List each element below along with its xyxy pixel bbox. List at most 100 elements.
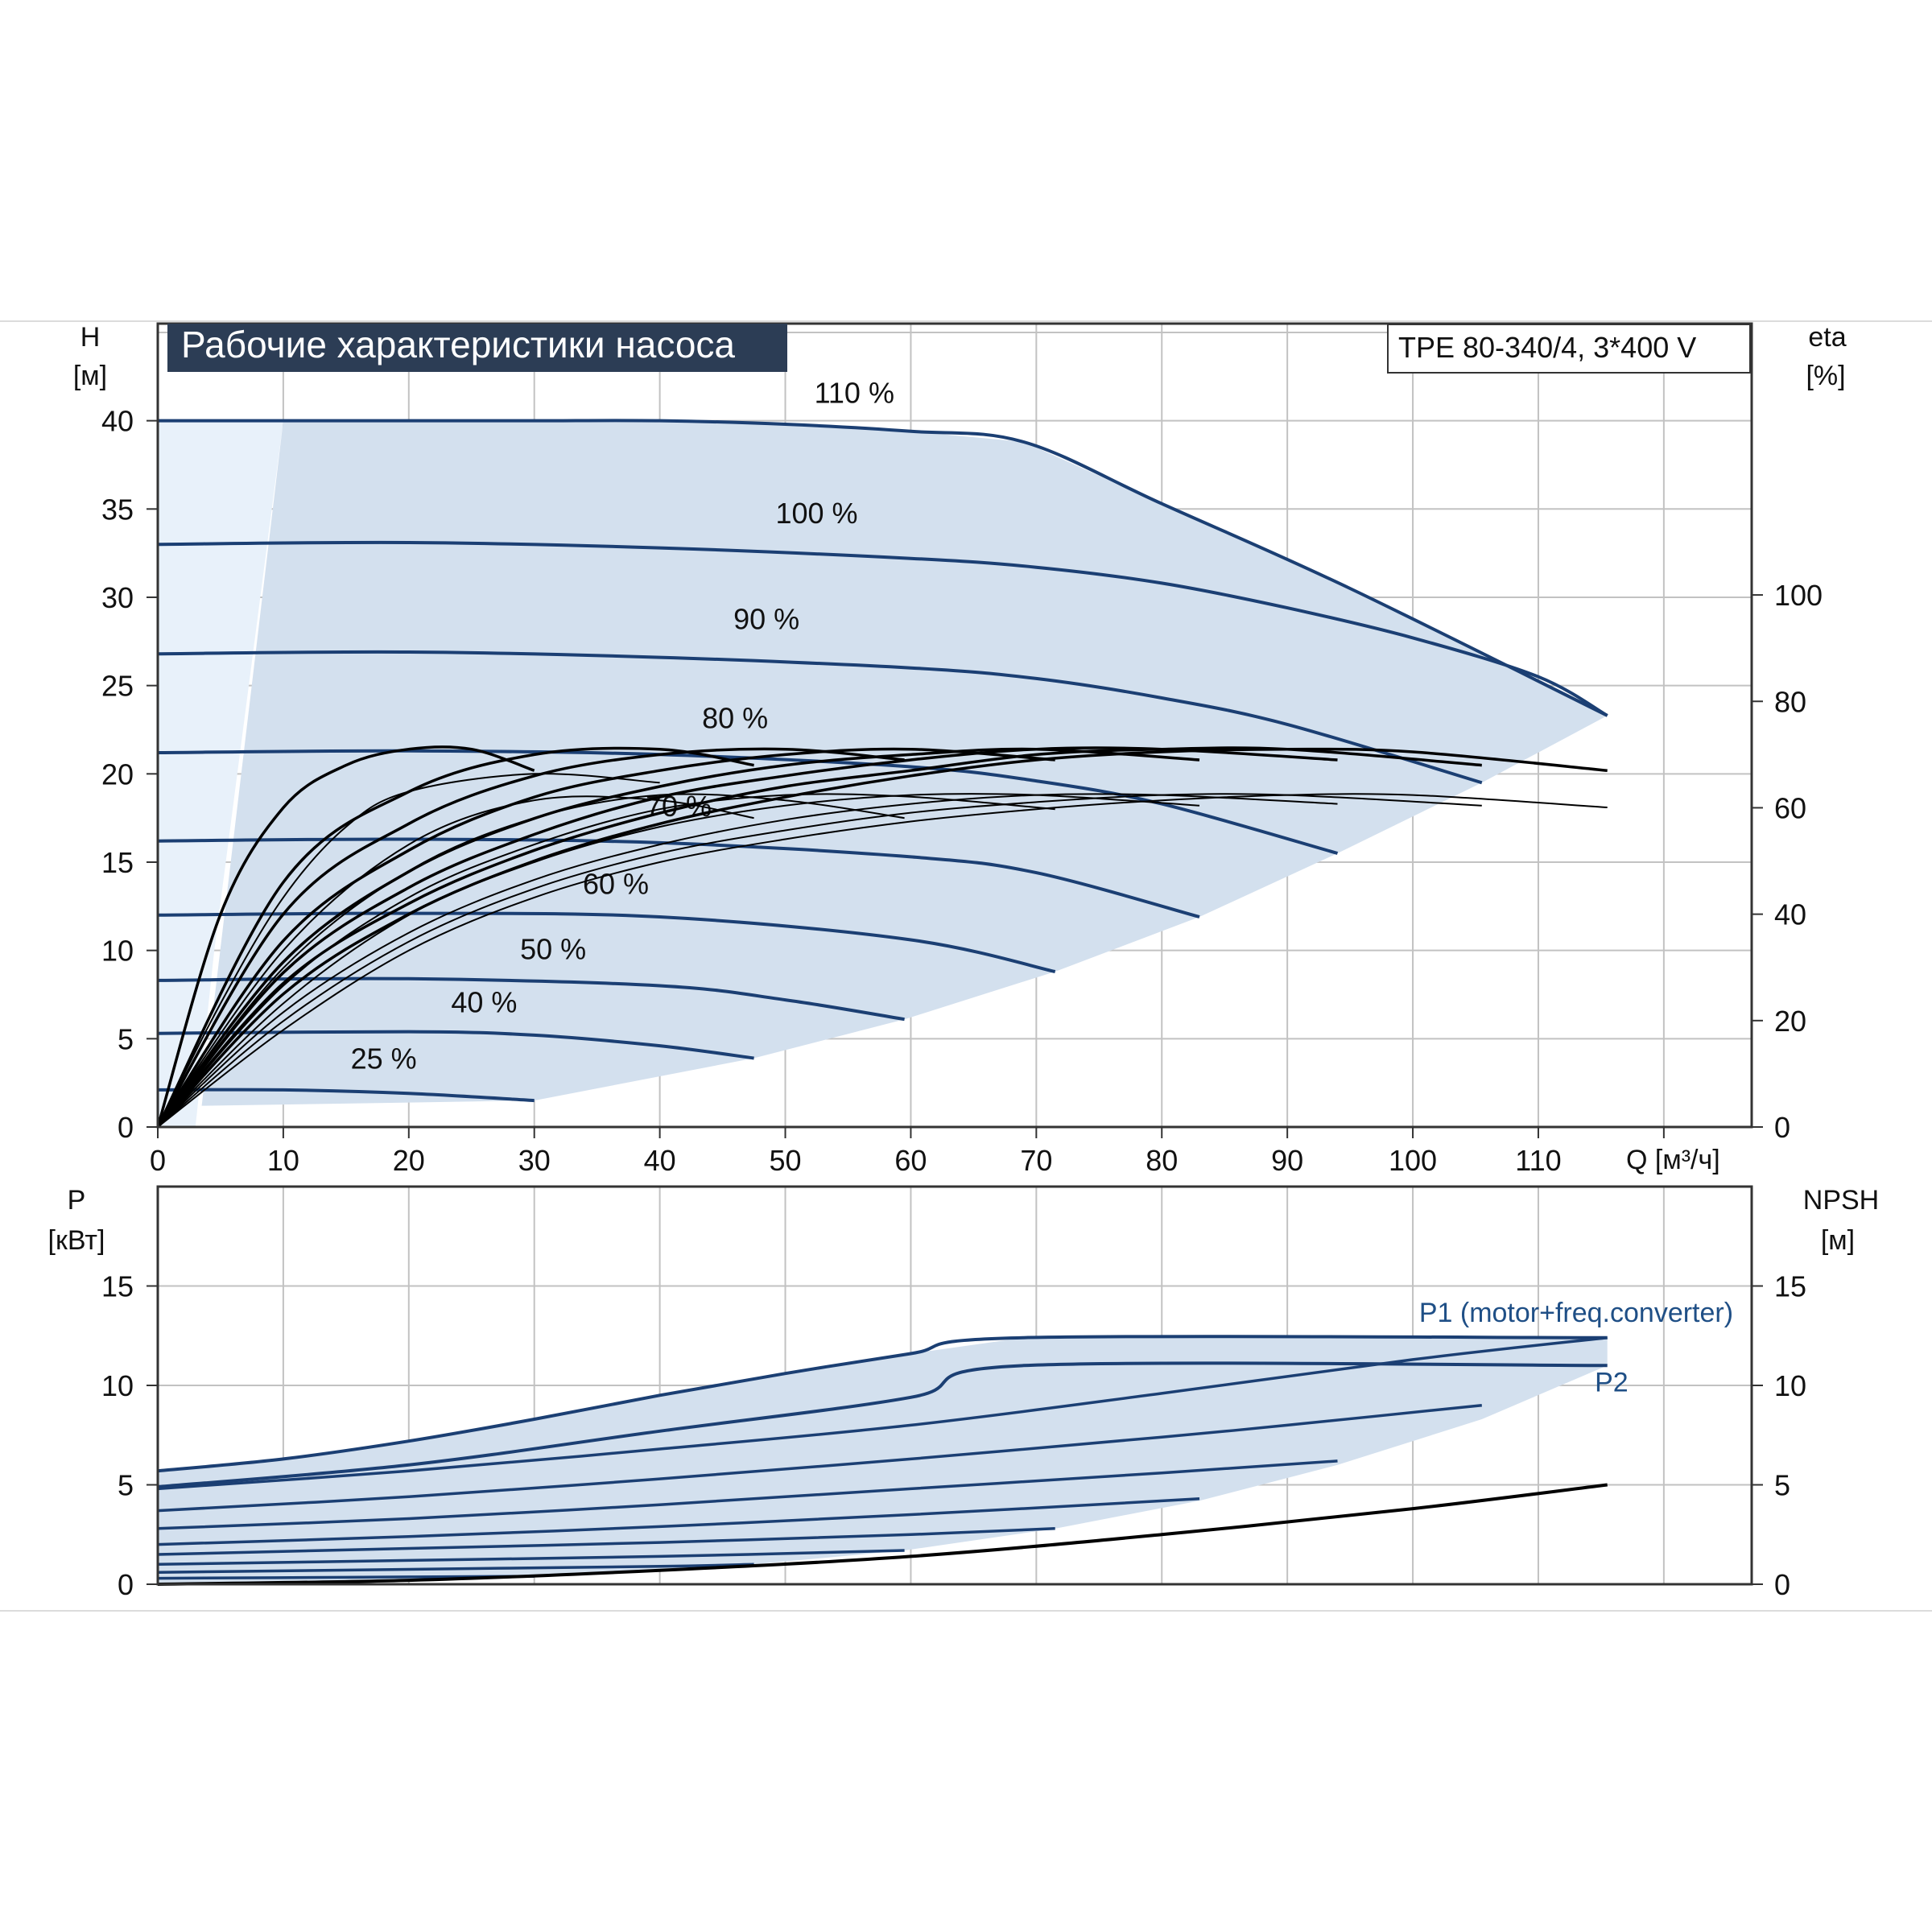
y-tick-label: 0 [118, 1568, 134, 1601]
power-curve [157, 1563, 754, 1574]
y-tick-label: 10 [101, 1369, 134, 1402]
y-tick-label: 0 [118, 1111, 134, 1144]
head-tick-labels: 0 10 20 30 40 50 60 70 80 90 100 110 0 5 10 15 20 25 30 35 4… [101, 405, 1823, 1177]
efficiency-curves [156, 745, 1608, 1129]
y2-tick-label: 15 [1774, 1270, 1806, 1303]
head-curve [157, 1088, 535, 1103]
power-curve [157, 1403, 1482, 1513]
efficiency-curve [156, 746, 1338, 1129]
low-flow-region [158, 420, 283, 1127]
power-curve [157, 1361, 1608, 1488]
x-tick-label: 0 [150, 1144, 166, 1177]
model-label: TPE 80-340/4, 3*400 V [1398, 331, 1696, 364]
speed-label: 80 % [702, 701, 768, 734]
title-background [167, 324, 787, 372]
power-tick-labels: 0 5 10 15 0 5 10 15 [101, 1270, 1806, 1602]
y2-axis-label-eta: eta [1808, 322, 1846, 353]
power-curve [157, 1335, 1608, 1491]
efficiency-curve [156, 747, 1200, 1129]
head-frame [156, 322, 1753, 1129]
speed-label: 50 % [520, 933, 586, 966]
power-curve [157, 1497, 1200, 1546]
top-divider [0, 320, 1932, 322]
chart-title: Рабочие характеристики насоса [181, 324, 735, 365]
y2-tick-label: 20 [1774, 1005, 1806, 1038]
y-axis-unit-power: [кВт] [48, 1225, 105, 1256]
y-axis-unit-head: [м] [73, 361, 107, 391]
x-tick-label: 40 [644, 1144, 676, 1177]
head-curve [157, 837, 1200, 919]
y-tick-label: 15 [101, 1270, 134, 1303]
efficiency-curve [157, 793, 1608, 1128]
efficiency-curve [157, 793, 905, 1128]
y-tick-label: 30 [101, 581, 134, 614]
x-tick-label: 70 [1020, 1144, 1052, 1177]
head-speed-band [158, 420, 1608, 1127]
efficiency-curve [157, 795, 754, 1128]
efficiency-curve [156, 747, 1608, 1129]
y-tick-label: 40 [101, 405, 134, 438]
operating-band [201, 420, 1608, 1106]
x-tick-label: 10 [267, 1144, 299, 1177]
y-tick-label: 20 [101, 758, 134, 791]
y2-tick-label: 10 [1774, 1369, 1806, 1402]
speed-label: 90 % [733, 602, 799, 635]
power-curve [157, 1527, 1055, 1556]
head-curve [157, 540, 1608, 717]
x-tick-label: 30 [518, 1144, 551, 1177]
y2-tick-label: 0 [1774, 1568, 1790, 1601]
speed-label: 110 % [815, 377, 894, 410]
y-tick-label: 10 [101, 935, 134, 968]
y-axis-label-power: P [68, 1185, 86, 1216]
y-tick-label: 35 [101, 493, 134, 526]
x-tick-label: 80 [1146, 1144, 1178, 1177]
head-curve [157, 1030, 754, 1060]
efficiency-curve [156, 745, 535, 1128]
model-box-frame [1387, 324, 1751, 374]
bottom-divider [0, 1610, 1932, 1612]
y-tick-label: 25 [101, 670, 134, 703]
efficiency-curve [157, 773, 660, 1128]
power-curves: P1 (motor+freq.converter) P2 [157, 1298, 1733, 1586]
y-tick-label: 5 [118, 1022, 134, 1055]
efficiency-curve [157, 793, 1482, 1128]
y2-tick-label: 40 [1774, 898, 1806, 931]
y-axis-label-head: H [80, 322, 101, 353]
head-curve [158, 419, 1608, 717]
y2-tick-label: 60 [1774, 791, 1806, 824]
y2-tick-label: 5 [1774, 1469, 1790, 1502]
x-tick-label: 100 [1389, 1144, 1437, 1177]
y-tick-label: 15 [101, 846, 134, 879]
speed-label: 100 % [775, 497, 857, 530]
y2-tick-label: 0 [1774, 1111, 1790, 1144]
efficiency-curve [156, 747, 905, 1128]
npsh-curve [157, 1483, 1608, 1586]
efficiency-curve [157, 793, 1338, 1128]
head-plot-frame [156, 322, 1753, 1129]
speed-label: 25 % [351, 1042, 417, 1075]
efficiency-curve [156, 747, 1055, 1128]
curve-label: P1 (motor+freq.converter) [1419, 1298, 1733, 1328]
y2-tick-label: 80 [1774, 685, 1806, 718]
x-axis-label: Q [м³/ч] [1626, 1145, 1720, 1175]
head-curve [157, 976, 905, 1022]
x-tick-label: 50 [770, 1144, 802, 1177]
y2-axis-unit-npsh: [м] [1821, 1225, 1855, 1256]
speed-label: 40 % [451, 985, 517, 1018]
head-curves: 110 %100 %90 %80 %70 %60 %50 %40 %25 % [157, 377, 1608, 1103]
curve-label: P2 [1595, 1367, 1629, 1397]
y2-axis-unit-eta: [%] [1806, 361, 1845, 391]
efficiency-curve [156, 746, 1482, 1129]
head-curve [157, 650, 1483, 785]
y2-tick-label: 100 [1774, 579, 1823, 612]
x-tick-label: 60 [894, 1144, 927, 1177]
y2-axis-label-npsh: NPSH [1803, 1185, 1879, 1216]
efficiency-curve [156, 746, 754, 1128]
power-curve [157, 1335, 1608, 1473]
y-tick-label: 5 [118, 1469, 134, 1502]
efficiency-curve [157, 792, 1200, 1128]
x-tick-label: 20 [393, 1144, 425, 1177]
title-box: Рабочие характеристики насоса [167, 324, 787, 372]
x-tick-label: 90 [1271, 1144, 1303, 1177]
